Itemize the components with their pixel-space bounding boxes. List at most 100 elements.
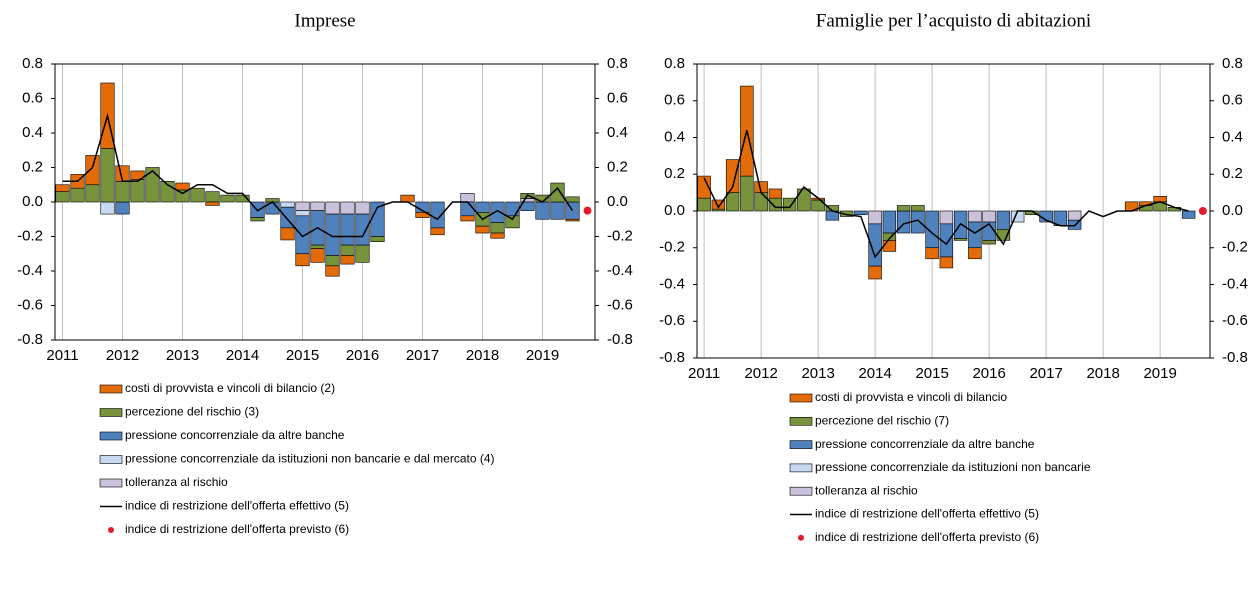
y-tick-label: -0.6 xyxy=(659,312,685,329)
y-tick-label: 0.2 xyxy=(1222,165,1243,182)
bar xyxy=(697,175,711,199)
bar xyxy=(100,148,115,203)
y-tick-label: -0.4 xyxy=(607,262,633,279)
bar xyxy=(896,205,911,212)
y-tick-label: -0.4 xyxy=(17,262,43,279)
legend-swatch xyxy=(99,478,123,488)
legend-label: percezione del rischio (3) xyxy=(125,405,259,419)
bar xyxy=(130,170,145,180)
y-tick-label: -0.2 xyxy=(607,227,633,244)
bar xyxy=(1067,210,1082,221)
bar xyxy=(754,192,768,212)
plot-border xyxy=(54,63,596,341)
y-tick-label: 0.4 xyxy=(1222,128,1243,145)
y-tick-label: 0.4 xyxy=(607,124,628,141)
bar xyxy=(220,194,235,203)
bar xyxy=(968,210,982,223)
x-tick-label: 2018 xyxy=(1086,365,1119,382)
bar xyxy=(430,227,445,236)
legend-swatch xyxy=(99,455,123,464)
bar xyxy=(968,221,982,249)
y-tick-label: -0.8 xyxy=(17,331,43,348)
x-tick-label: 2012 xyxy=(106,347,139,364)
bar xyxy=(996,210,1011,230)
bar xyxy=(400,194,415,203)
x-tick-label: 2018 xyxy=(466,347,499,364)
legend-swatch xyxy=(789,393,813,403)
x-tick-label: 2012 xyxy=(744,365,777,382)
bar xyxy=(740,175,754,212)
y-tick-label: 0.8 xyxy=(22,55,43,72)
x-tick-label: 2013 xyxy=(166,347,199,364)
y-tick-label: 0.8 xyxy=(664,55,685,72)
x-tick-label: 2015 xyxy=(286,347,319,364)
legend-swatch xyxy=(99,408,123,417)
chart-title: Famiglie per l’acquisto di abitazioni xyxy=(816,10,1091,31)
legend-label: indice di restrizione dell'offerta effet… xyxy=(125,499,349,513)
bar xyxy=(295,201,310,211)
bar xyxy=(100,201,115,215)
bar xyxy=(340,201,355,215)
y-tick-label: 0.0 xyxy=(22,193,43,210)
bar xyxy=(868,265,882,280)
bar xyxy=(85,184,100,203)
bar xyxy=(725,159,740,193)
x-tick-label: 2014 xyxy=(858,365,891,382)
bar xyxy=(355,244,370,263)
bar xyxy=(280,201,295,208)
y-tick-label: 0.0 xyxy=(664,202,685,219)
chart-title: Imprese xyxy=(294,10,355,31)
bar xyxy=(325,213,340,256)
legend-label: costi di provvista e vincoli di bilancio xyxy=(815,390,1007,404)
legend-label: tolleranza al rischio xyxy=(815,483,918,497)
bar xyxy=(70,187,85,203)
bar xyxy=(55,191,70,203)
x-tick-label: 2013 xyxy=(801,365,834,382)
bar xyxy=(1181,210,1196,219)
bar xyxy=(925,247,939,260)
x-tick-label: 2016 xyxy=(972,365,1005,382)
bar xyxy=(475,201,490,213)
legend-swatch xyxy=(99,431,123,441)
y-tick-label: -0.8 xyxy=(607,331,633,348)
legend-label: pressione concorrenziale da istituzioni … xyxy=(125,452,495,466)
y-tick-label: -0.4 xyxy=(659,275,685,292)
bar xyxy=(310,248,325,263)
y-tick-label: -0.6 xyxy=(17,296,43,313)
bar xyxy=(355,213,370,246)
bar xyxy=(768,188,783,199)
bar xyxy=(145,167,160,203)
legend-swatch xyxy=(108,527,114,533)
y-tick-label: -0.2 xyxy=(659,239,685,256)
bar xyxy=(340,244,355,256)
bar xyxy=(340,213,355,246)
legend-label: pressione concorrenziale da istituzioni … xyxy=(815,460,1091,474)
legend-swatch xyxy=(789,486,813,496)
bar xyxy=(325,201,340,215)
y-tick-label: 0.0 xyxy=(1222,202,1243,219)
y-tick-label: 0.2 xyxy=(664,165,685,182)
bar xyxy=(175,182,190,191)
legend-label: indice di restrizione dell'offerta previ… xyxy=(125,522,349,536)
y-tick-label: -0.2 xyxy=(1222,239,1248,256)
bar xyxy=(854,210,868,215)
point xyxy=(1198,207,1207,215)
legend-swatch xyxy=(798,534,804,541)
bar xyxy=(982,210,996,223)
point xyxy=(583,206,592,215)
bar xyxy=(175,189,190,203)
legend-label: indice di restrizione dell'offerta previ… xyxy=(815,530,1039,544)
bar xyxy=(882,240,897,252)
y-tick-label: 0.8 xyxy=(607,55,628,72)
bar xyxy=(460,193,475,203)
bar xyxy=(882,210,897,234)
bar xyxy=(115,181,130,203)
bar xyxy=(310,244,325,249)
legend-label: tolleranza al rischio xyxy=(125,475,228,489)
bar xyxy=(550,201,565,220)
bar xyxy=(490,232,505,239)
y-tick-label: 0.4 xyxy=(664,128,685,145)
plot-border xyxy=(696,63,1211,359)
y-tick-label: 0.6 xyxy=(1222,92,1243,109)
